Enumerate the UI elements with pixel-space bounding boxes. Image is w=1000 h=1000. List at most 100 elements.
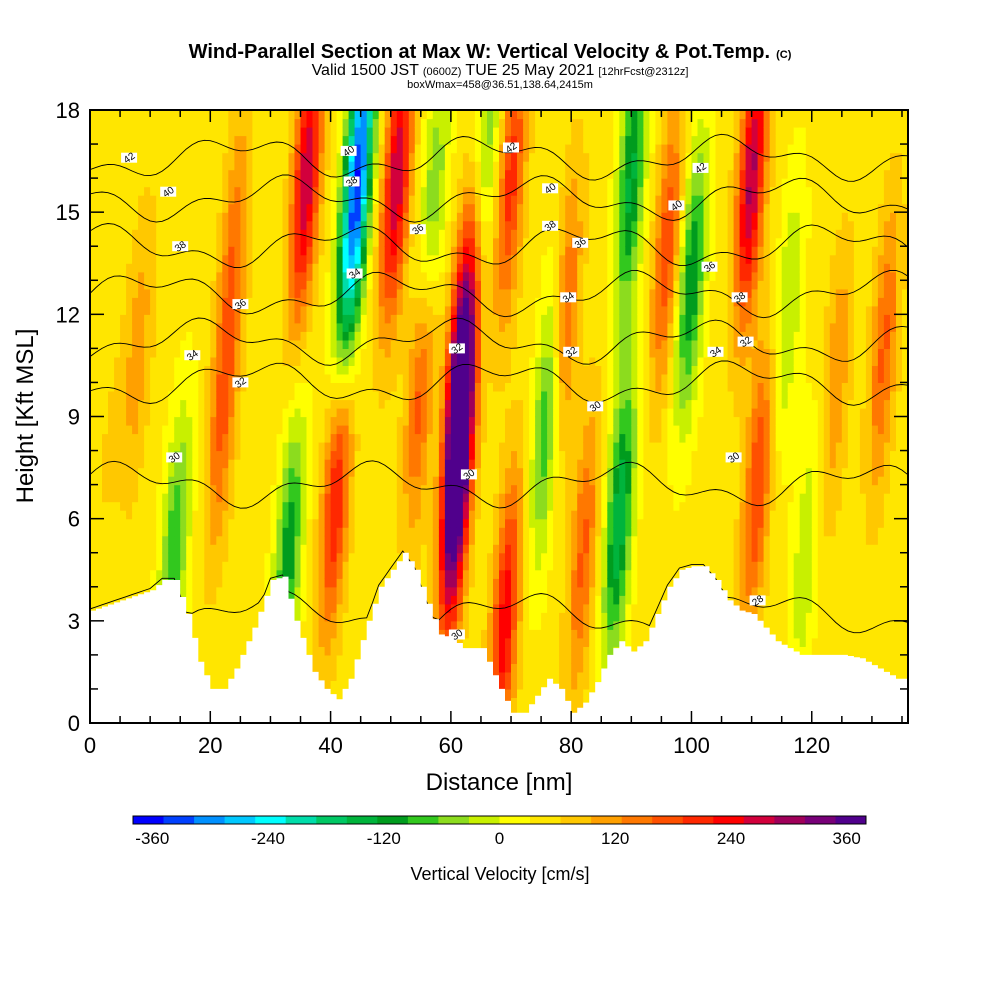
field-cell [210, 493, 217, 503]
field-cell [174, 501, 181, 511]
field-cell [420, 186, 428, 196]
field-cell [306, 416, 314, 426]
field-cell [258, 578, 265, 588]
field-cell [426, 237, 434, 247]
field-cell [336, 212, 344, 222]
field-cell [312, 195, 320, 205]
field-cell [493, 314, 500, 324]
field-cell [132, 373, 139, 383]
field-cell [318, 476, 326, 486]
field-cell [228, 654, 235, 664]
field-cell [240, 322, 247, 332]
field-cell [306, 646, 314, 656]
field-cell [318, 118, 326, 128]
field-cell [234, 203, 241, 213]
field-cell [144, 544, 151, 554]
field-cell [216, 510, 223, 520]
field-cell [499, 339, 506, 349]
field-cell [216, 433, 223, 443]
field-cell [264, 203, 271, 213]
field-cell [210, 663, 217, 673]
field-cell [384, 442, 392, 452]
field-cell [240, 391, 247, 401]
field-cell [336, 297, 344, 307]
field-cell [499, 612, 506, 622]
field-cell [318, 595, 326, 605]
field-cell [198, 535, 205, 545]
field-cell [240, 603, 247, 613]
field-cell [180, 169, 187, 179]
field-cell [474, 297, 482, 307]
field-cell [342, 339, 350, 349]
field-cell [300, 527, 308, 537]
field-cell [216, 476, 223, 486]
field-cell [474, 399, 482, 409]
field-cell [450, 425, 458, 435]
field-cell [180, 467, 187, 477]
field-cell [493, 169, 500, 179]
field-cell [468, 331, 476, 341]
field-cell [174, 212, 181, 222]
field-cell [96, 339, 103, 349]
field-cell [150, 382, 157, 392]
field-cell [499, 501, 506, 511]
field-cell [438, 510, 446, 520]
field-cell [282, 195, 290, 205]
field-cell [120, 595, 127, 605]
field-cell [156, 161, 163, 171]
field-cell [408, 169, 416, 179]
field-cell [493, 254, 500, 264]
field-cell [414, 373, 422, 383]
field-cell [168, 373, 175, 383]
field-cell [342, 195, 350, 205]
field-cell [300, 535, 308, 545]
field-cell [234, 603, 241, 613]
field-cell [487, 620, 494, 630]
field-cell [348, 169, 356, 179]
field-cell [318, 382, 326, 392]
field-cell [432, 450, 440, 460]
field-cell [330, 118, 338, 128]
field-cell [96, 493, 103, 503]
field-cell [396, 552, 404, 562]
field-cell [144, 552, 151, 562]
field-cell [222, 408, 229, 418]
field-cell [306, 518, 314, 528]
field-cell [108, 450, 115, 460]
field-cell [330, 271, 338, 281]
field-cell [114, 467, 121, 477]
field-cell [192, 433, 199, 443]
field-cell [499, 135, 506, 145]
field-cell [372, 348, 380, 358]
field-cell [456, 297, 464, 307]
field-cell [408, 399, 416, 409]
field-cell [144, 561, 151, 571]
field-cell [372, 510, 380, 520]
field-cell [390, 161, 398, 171]
field-cell [444, 229, 452, 239]
field-cell [258, 586, 265, 596]
field-cell [354, 127, 362, 137]
field-cell [450, 586, 458, 596]
field-cell [102, 186, 109, 196]
field-cell [336, 339, 344, 349]
field-cell [468, 271, 476, 281]
field-cell [390, 408, 398, 418]
field-cell [324, 212, 332, 222]
field-cell [228, 450, 235, 460]
field-cell [162, 246, 169, 256]
field-cell [180, 263, 187, 273]
field-cell [462, 459, 470, 469]
field-cell [426, 518, 434, 528]
field-cell [270, 212, 277, 222]
field-cell [234, 331, 241, 341]
field-cell [210, 544, 217, 554]
field-cell [108, 254, 115, 264]
field-cell [372, 169, 380, 179]
field-cell [438, 433, 446, 443]
field-cell [366, 459, 374, 469]
field-cell [114, 408, 121, 418]
field-cell [432, 331, 440, 341]
field-cell [487, 152, 494, 162]
field-cell [216, 169, 223, 179]
